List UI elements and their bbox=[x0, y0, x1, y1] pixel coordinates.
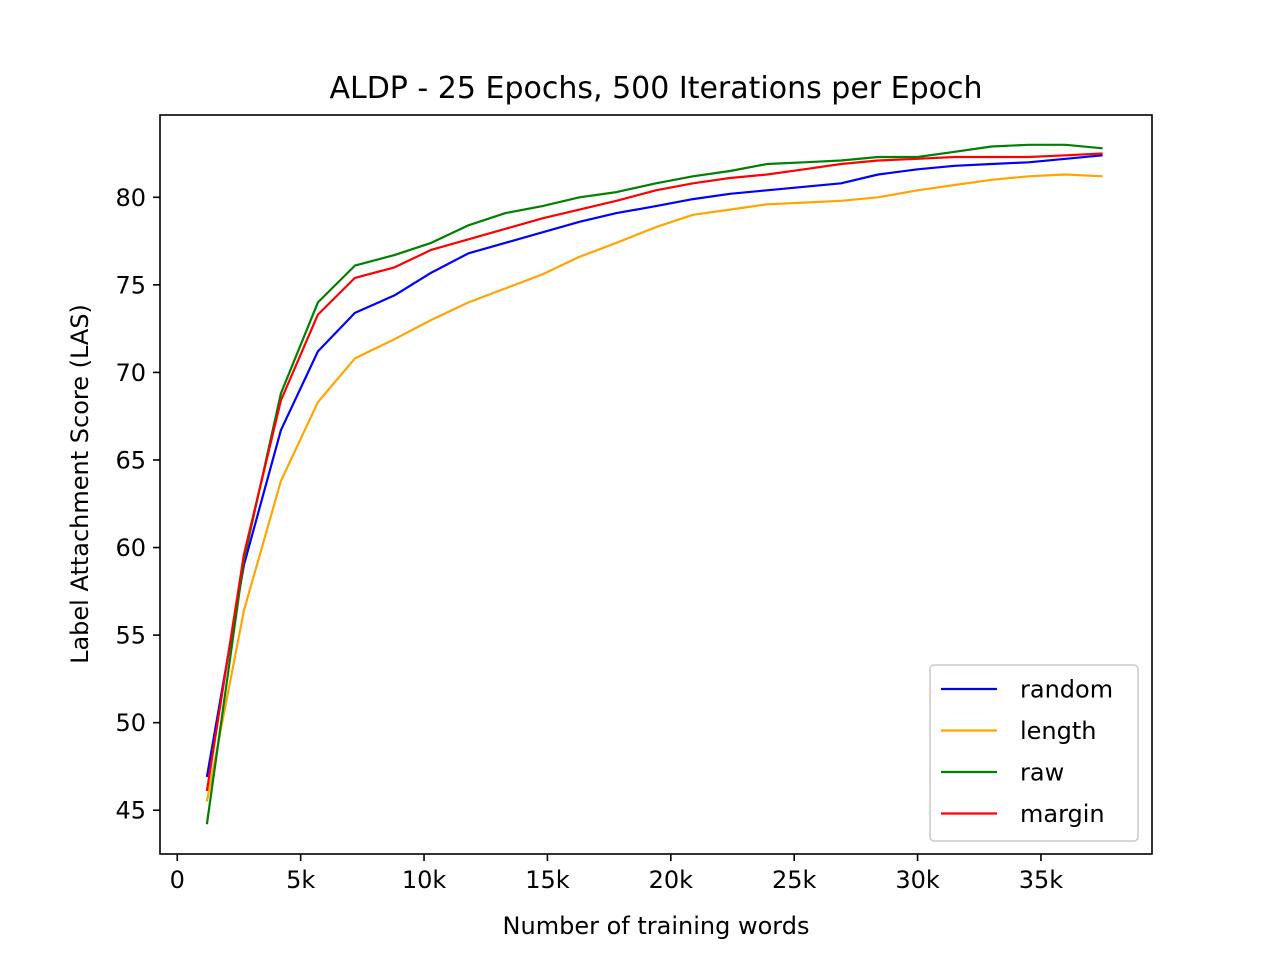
y-tick-label: 60 bbox=[115, 534, 146, 562]
x-tick-label: 30k bbox=[895, 866, 940, 894]
y-tick-label: 75 bbox=[115, 271, 146, 299]
series-line-raw bbox=[205, 143, 1103, 825]
series-line-random bbox=[205, 154, 1103, 778]
plot-frame bbox=[159, 114, 1153, 855]
legend-label-length: length bbox=[1020, 717, 1097, 745]
legend-box bbox=[929, 664, 1139, 842]
y-axis: 45 50 55 60 65 70 75 80 bbox=[115, 184, 160, 825]
y-tick-label: 70 bbox=[115, 359, 146, 387]
x-tick-label: 35k bbox=[1019, 866, 1064, 894]
legend-label-random: random bbox=[1020, 676, 1113, 704]
x-tick-label: 10k bbox=[402, 866, 447, 894]
legend-label-raw: raw bbox=[1020, 759, 1064, 787]
y-tick-label: 80 bbox=[115, 184, 146, 212]
x-axis: 0 5k 10k 15k 20k 25k 30k 35k bbox=[170, 854, 1064, 894]
x-tick-label: 20k bbox=[649, 866, 694, 894]
legend-label-margin: margin bbox=[1020, 800, 1105, 828]
series-layer bbox=[205, 143, 1103, 825]
y-tick-label: 45 bbox=[115, 797, 146, 825]
x-tick-label: 25k bbox=[772, 866, 817, 894]
x-axis-label: Number of training words bbox=[503, 912, 810, 940]
y-tick-label: 50 bbox=[115, 709, 146, 737]
legend: random length raw margin bbox=[929, 664, 1139, 842]
series-line-length bbox=[205, 173, 1103, 802]
y-axis-label: Label Attachment Score (LAS) bbox=[66, 304, 94, 664]
y-tick-label: 55 bbox=[115, 622, 146, 650]
chart-title: ALDP - 25 Epochs, 500 Iterations per Epo… bbox=[329, 71, 982, 106]
y-tick-label: 65 bbox=[115, 446, 146, 474]
x-tick-label: 0 bbox=[170, 866, 185, 894]
x-tick-label: 5k bbox=[286, 866, 315, 894]
series-line-margin bbox=[205, 152, 1103, 792]
x-tick-label: 15k bbox=[525, 866, 570, 894]
